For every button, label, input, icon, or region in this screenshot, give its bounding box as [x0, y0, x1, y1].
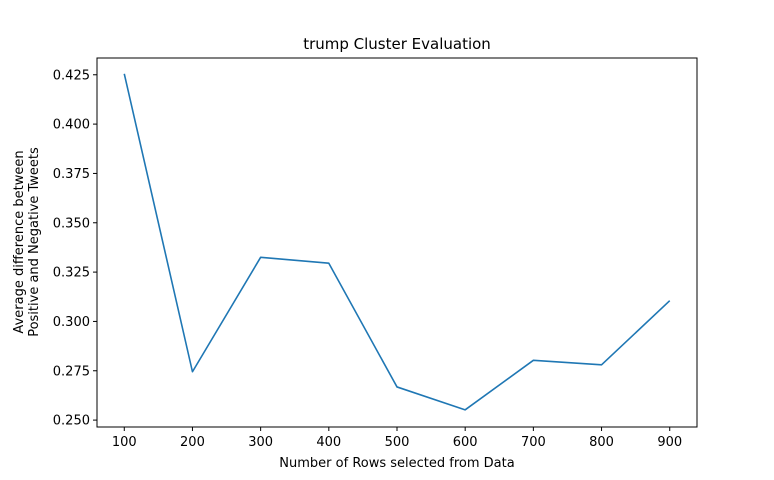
y-tick-label: 0.400: [53, 118, 90, 133]
x-tick-label: 700: [521, 435, 546, 450]
x-tick-label: 400: [316, 435, 341, 450]
y-tick-label: 0.250: [53, 414, 90, 429]
x-tick-label: 900: [657, 435, 682, 450]
x-tick-label: 200: [180, 435, 205, 450]
y-tick-label: 0.425: [53, 68, 90, 83]
series-layer: [123, 73, 671, 411]
y-tick-label: 0.275: [53, 364, 90, 379]
x-tick-label: 800: [589, 435, 614, 450]
y-tick-label: 0.350: [53, 216, 90, 231]
series-line: [123, 73, 671, 411]
y-axis-label-line-1: Average difference between: [12, 150, 27, 333]
y-axis: 0.250 0.275 0.300 0.325 0.350 0.375 0.400 0.425: [53, 68, 97, 429]
x-tick-label: 100: [112, 435, 137, 450]
y-tick-label: 0.325: [53, 266, 90, 281]
x-tick-label: 500: [385, 435, 410, 450]
x-axis: 100 200 300 400 500 600 700 800 900: [112, 427, 682, 450]
x-tick-label: 600: [453, 435, 478, 450]
plot-area: [96, 57, 698, 428]
y-tick-label: 0.375: [53, 167, 90, 182]
x-tick-label: 300: [248, 435, 273, 450]
y-tick-label: 0.300: [53, 315, 90, 330]
x-axis-label: Number of Rows selected from Data: [279, 456, 514, 471]
chart-title: trump Cluster Evaluation: [303, 35, 491, 53]
y-axis-label-line-2: Positive and Negative Tweets: [27, 147, 42, 337]
